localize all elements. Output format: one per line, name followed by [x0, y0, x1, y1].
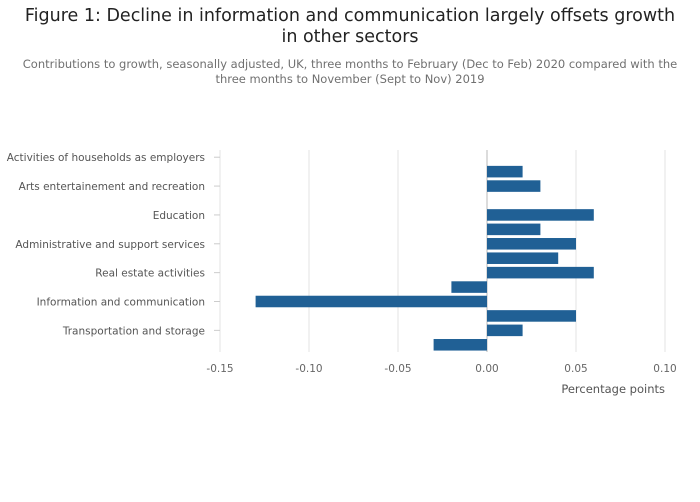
x-tick-label: 0.10 — [653, 363, 676, 375]
category-label: Real estate activities — [95, 268, 205, 280]
bar — [487, 223, 541, 236]
category-label: Arts entertainement and recreation — [19, 181, 205, 193]
bar — [487, 238, 576, 250]
x-tick-label: 0.00 — [475, 363, 498, 375]
x-tick-label: -0.05 — [384, 363, 411, 375]
category-label: Transportation and storage — [62, 325, 205, 337]
bar — [487, 209, 594, 221]
bar — [487, 310, 576, 322]
bar — [487, 180, 541, 192]
bar — [487, 165, 523, 178]
x-tick-label: 0.05 — [564, 363, 587, 375]
chart-title: Figure 1: Decline in information and com… — [24, 6, 676, 47]
category-label: Information and communication — [37, 297, 205, 309]
chart-subtitle: Contributions to growth, seasonally adju… — [22, 57, 678, 86]
category-label: Activities of households as employers — [7, 152, 205, 164]
bar — [451, 281, 487, 293]
bar — [433, 339, 487, 351]
category-label: Administrative and support services — [15, 239, 205, 251]
x-tick-label: -0.15 — [206, 363, 233, 375]
category-label: Education — [153, 210, 205, 222]
bar — [487, 324, 523, 337]
x-axis-title: Percentage points — [561, 382, 665, 396]
x-tick-label: -0.10 — [295, 363, 322, 375]
bar — [487, 252, 559, 264]
bar — [255, 295, 487, 308]
bar — [487, 266, 594, 279]
